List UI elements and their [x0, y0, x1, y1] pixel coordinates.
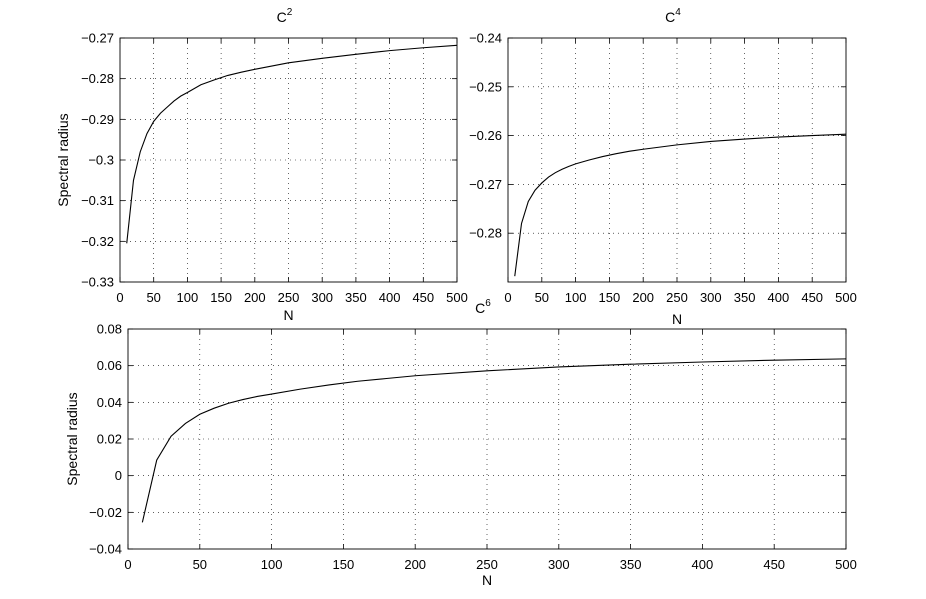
series-line — [126, 44, 458, 244]
series-line — [141, 358, 847, 523]
y-tick-label: −0.29 — [81, 112, 114, 127]
x-tick-label: 300 — [700, 290, 722, 305]
axes-box — [507, 37, 847, 283]
y-tick-label: 0.02 — [97, 432, 122, 447]
y-axis-label: Spectral radius — [55, 113, 71, 206]
x-axis-label: N — [672, 311, 682, 327]
x-tick-label: 50 — [146, 290, 160, 305]
y-tick-label: −0.04 — [89, 542, 122, 557]
subplot-3: 0 50 100 150 200 250 300 350 400 450 500 −0.04 −0.02… — [64, 298, 857, 588]
subplot-1: 0 50 100 150 200 250 300 350 400 450 500−0.33−0.32… — [55, 7, 468, 323]
x-tick-label: 50 — [193, 557, 207, 572]
y-tick-label: 0.06 — [97, 358, 122, 373]
x-tick-label: 150 — [599, 290, 621, 305]
y-tick-label: −0.32 — [81, 234, 114, 249]
y-tick-label: −0.33 — [81, 275, 114, 290]
x-tick-label: 250 — [278, 290, 300, 305]
x-tick-label: 150 — [210, 290, 232, 305]
series-line — [514, 133, 847, 277]
chart-title-sup: 6 — [485, 298, 491, 309]
x-tick-label: 350 — [734, 290, 756, 305]
x-tick-label: 0 — [124, 557, 131, 572]
x-axis-label: N — [283, 307, 293, 323]
x-tick-label: 200 — [404, 557, 426, 572]
y-tick-label: 0.04 — [97, 395, 122, 410]
chart-title-base: C — [475, 300, 485, 316]
chart-title-sup: 4 — [675, 7, 681, 18]
x-tick-label: 500 — [446, 290, 468, 305]
x-tick-label: 250 — [666, 290, 688, 305]
x-tick-label: 500 — [835, 557, 857, 572]
x-tick-label: 450 — [801, 290, 823, 305]
x-tick-label: 400 — [768, 290, 790, 305]
chart-title-base: C — [665, 9, 675, 25]
y-tick-label: 0.08 — [97, 322, 122, 337]
y-tick-label: −0.27 — [81, 31, 114, 46]
x-tick-label: 100 — [177, 290, 199, 305]
x-tick-label: 450 — [763, 557, 785, 572]
y-tick-label: −0.3 — [88, 153, 114, 168]
subplot-2: 0 50 100 150 200 250 300 350 400 450 500 −0.28 −0.27… — [469, 7, 857, 327]
chart-title: C4 — [665, 7, 681, 25]
y-tick-label: −0.28 — [81, 71, 114, 86]
chart-title-sup: 2 — [287, 7, 293, 18]
y-tick-label: −0.26 — [469, 128, 502, 143]
x-tick-label: 150 — [333, 557, 355, 572]
y-tick-label: −0.25 — [469, 79, 502, 94]
x-tick-label: 250 — [476, 557, 498, 572]
x-tick-label: 350 — [345, 290, 367, 305]
y-tick-label: −0.02 — [89, 505, 122, 520]
y-tick-label: −0.24 — [469, 31, 502, 46]
chart-title-base: C — [277, 9, 287, 25]
x-tick-label: 0 — [116, 290, 123, 305]
x-tick-label: 500 — [835, 290, 857, 305]
y-tick-label: −0.27 — [469, 177, 502, 192]
x-tick-label: 200 — [244, 290, 266, 305]
x-tick-label: 400 — [379, 290, 401, 305]
x-tick-label: 200 — [632, 290, 654, 305]
y-axis-label: Spectral radius — [64, 392, 80, 485]
x-tick-label: 100 — [261, 557, 283, 572]
x-tick-label: 400 — [692, 557, 714, 572]
x-tick-label: 350 — [620, 557, 642, 572]
x-tick-label: 50 — [535, 290, 549, 305]
x-axis-label: N — [482, 572, 492, 588]
x-tick-label: 100 — [565, 290, 587, 305]
x-tick-label: 300 — [311, 290, 333, 305]
x-tick-label: 0 — [504, 290, 511, 305]
y-tick-label: 0 — [115, 468, 122, 483]
y-tick-label: −0.31 — [81, 193, 114, 208]
chart-title: C2 — [277, 7, 293, 25]
x-tick-label: 300 — [548, 557, 570, 572]
x-tick-label: 450 — [412, 290, 434, 305]
chart-title: C6 — [475, 298, 491, 316]
y-tick-label: −0.28 — [469, 226, 502, 241]
